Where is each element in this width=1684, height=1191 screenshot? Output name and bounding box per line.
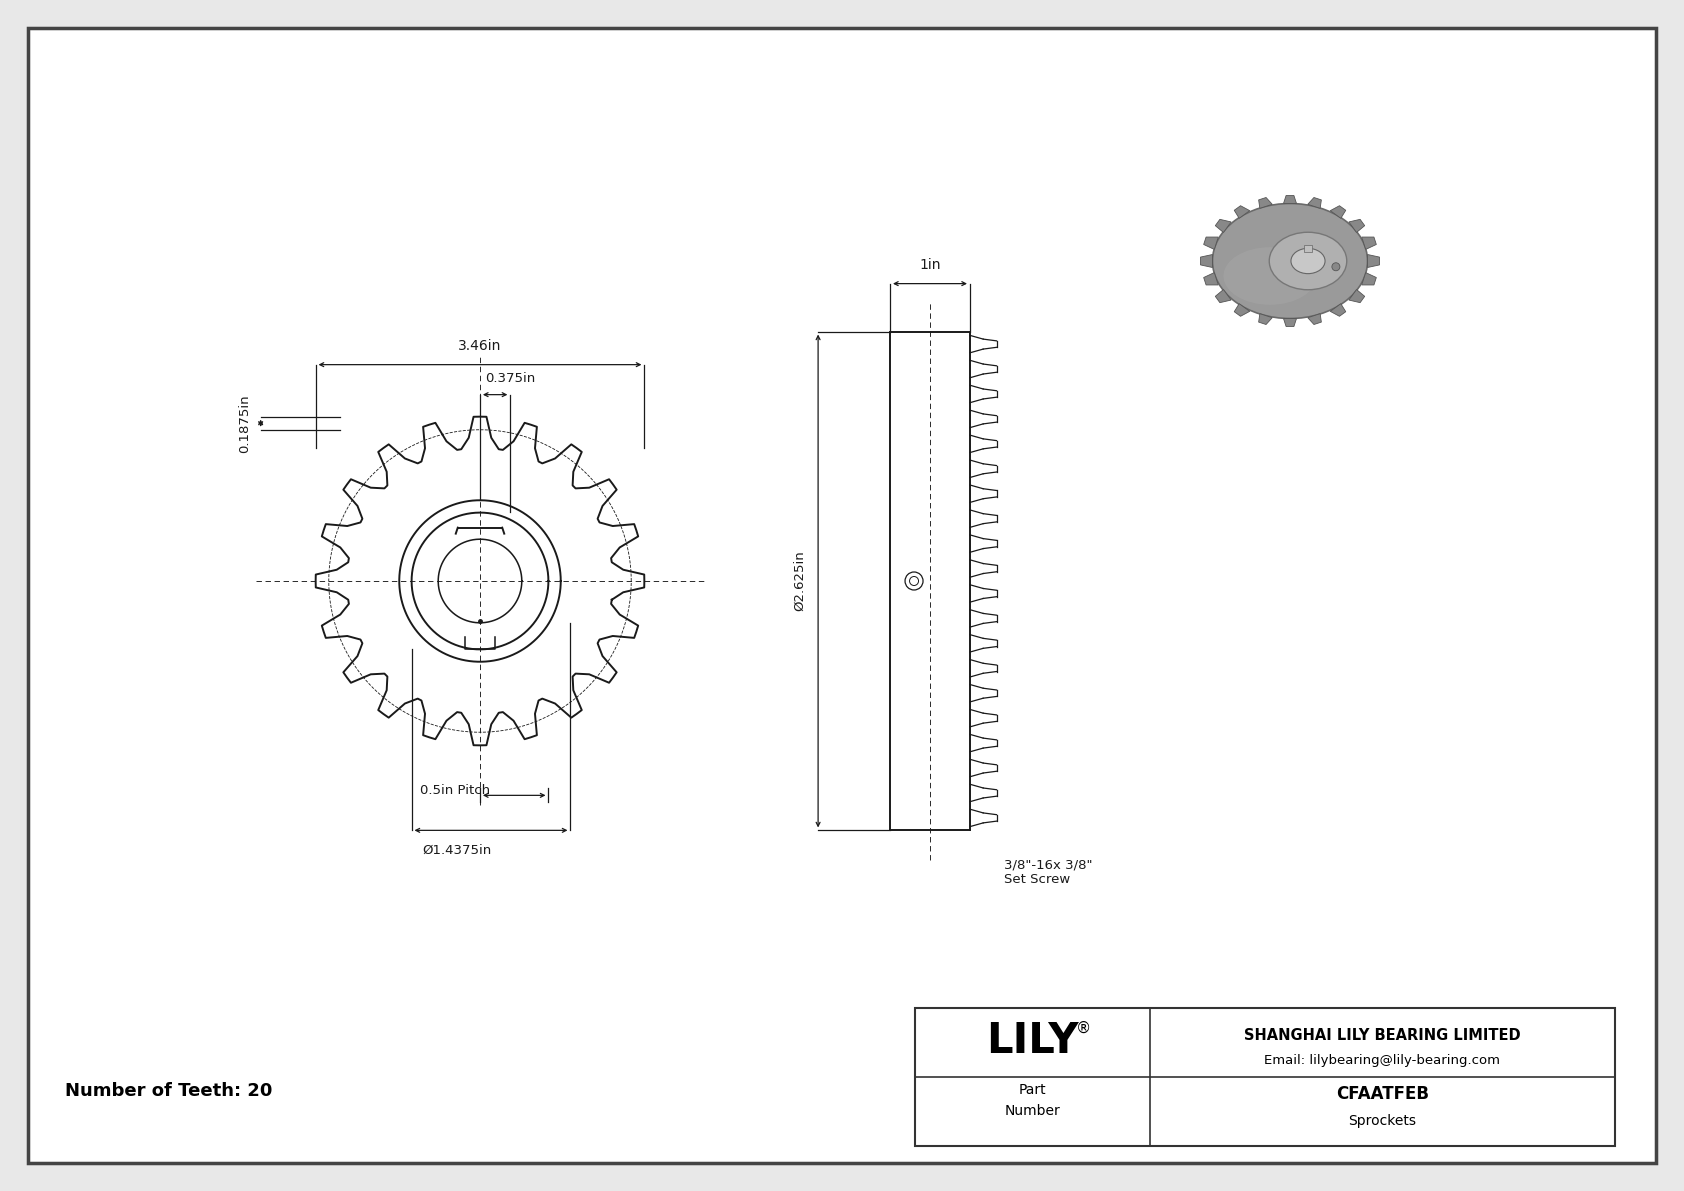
Polygon shape [1308, 313, 1322, 324]
FancyBboxPatch shape [1303, 245, 1312, 251]
Text: SHANGHAI LILY BEARING LIMITED: SHANGHAI LILY BEARING LIMITED [1244, 1028, 1521, 1043]
Polygon shape [1204, 273, 1218, 285]
Text: 1in: 1in [919, 257, 941, 272]
Polygon shape [1204, 237, 1218, 249]
FancyBboxPatch shape [1295, 236, 1317, 286]
Polygon shape [1308, 198, 1322, 208]
Text: Email: lilybearing@lily-bearing.com: Email: lilybearing@lily-bearing.com [1265, 1054, 1500, 1067]
Polygon shape [1216, 219, 1231, 232]
Text: 0.5in Pitch: 0.5in Pitch [419, 784, 490, 797]
Text: 0.1875in: 0.1875in [237, 394, 251, 453]
Text: 0.375in: 0.375in [485, 372, 536, 385]
Polygon shape [1258, 313, 1271, 324]
Polygon shape [1330, 304, 1346, 317]
Ellipse shape [1292, 249, 1325, 274]
Text: Number of Teeth: 20: Number of Teeth: 20 [66, 1081, 273, 1100]
Circle shape [1332, 263, 1340, 270]
Text: Ø1.4375in: Ø1.4375in [423, 843, 492, 856]
Ellipse shape [1270, 232, 1347, 289]
Polygon shape [1258, 198, 1271, 208]
Text: Sprockets: Sprockets [1349, 1114, 1416, 1128]
Polygon shape [1362, 273, 1376, 285]
Circle shape [909, 576, 918, 586]
Polygon shape [1283, 318, 1297, 326]
Circle shape [904, 572, 923, 590]
Ellipse shape [1212, 204, 1367, 318]
Polygon shape [1367, 255, 1379, 268]
Polygon shape [1216, 289, 1231, 303]
Text: LILY: LILY [985, 1021, 1078, 1062]
Polygon shape [1234, 206, 1250, 218]
Bar [914, 1008, 1615, 1146]
Text: 3/8"-16x 3/8"
Set Screw: 3/8"-16x 3/8" Set Screw [1004, 859, 1093, 886]
Text: 3.46in: 3.46in [458, 338, 502, 353]
Polygon shape [1234, 304, 1250, 317]
Polygon shape [1349, 219, 1364, 232]
Text: Part
Number: Part Number [1004, 1083, 1059, 1118]
Text: ®: ® [1076, 1021, 1091, 1036]
Text: CFAATFEB: CFAATFEB [1335, 1085, 1430, 1103]
Text: Ø2.625in: Ø2.625in [793, 550, 807, 611]
Polygon shape [1201, 255, 1212, 268]
Polygon shape [1330, 206, 1346, 218]
Ellipse shape [1224, 248, 1317, 305]
Polygon shape [1362, 237, 1376, 249]
Polygon shape [1283, 195, 1297, 204]
Polygon shape [1349, 289, 1364, 303]
